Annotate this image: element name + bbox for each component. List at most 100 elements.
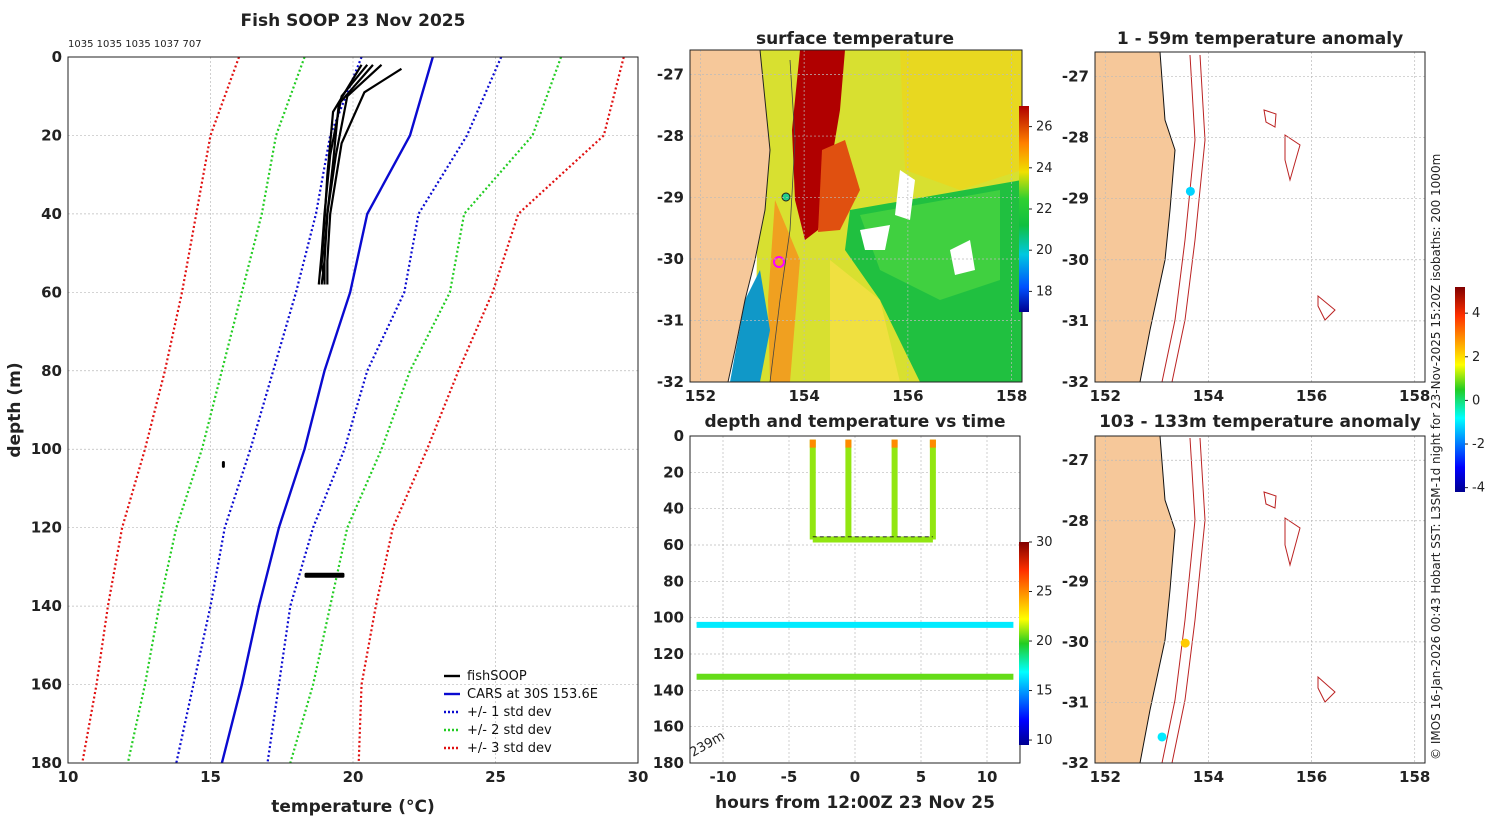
depth-time-title: depth and temperature vs time: [705, 412, 1006, 432]
profile-xtick-label: 10: [58, 768, 79, 786]
descent-top-marker: [891, 439, 898, 448]
depth-time-ytick-label: 40: [663, 500, 684, 518]
sst-ytick-label: -31: [657, 312, 684, 330]
anomaly-shallow-ytick-label: -32: [1062, 373, 1089, 391]
anomaly-shallow-point: [1185, 186, 1195, 196]
anomaly-shallow-ytick-label: -30: [1062, 251, 1089, 269]
depth-time-ytick-label: 180: [653, 754, 684, 772]
anomaly-deep-ytick-label: -27: [1062, 451, 1089, 469]
anomaly-shallow-map: 1 - 59m temperature anomaly 152 154 156 158…: [1062, 29, 1430, 405]
anomaly-shallow-xtick-label: 158: [1399, 387, 1430, 405]
profile-title: Fish SOOP 23 Nov 2025: [241, 11, 466, 31]
profile-ytick-label: 140: [31, 597, 62, 615]
anomaly-deep-ytick-label: -29: [1062, 572, 1089, 590]
depth-time-ytick-label: 0: [674, 427, 684, 445]
fishsoop-cast-line: [326, 67, 403, 285]
legend-entry-label: +/- 1 std dev: [467, 705, 552, 720]
profile-ytick-label: 20: [41, 126, 62, 144]
anomaly-deep-xtick-label: 152: [1090, 768, 1121, 786]
anomaly-colorbar: [1455, 287, 1465, 492]
fishsoop-cluster: [304, 572, 345, 578]
anomaly-deep-ytick-label: -32: [1062, 754, 1089, 772]
sst-image: [690, 50, 1022, 382]
profile-ytick-label: 40: [41, 205, 62, 223]
anomaly-shallow-xtick-label: 154: [1193, 387, 1224, 405]
depth-time-ytick-label: 140: [653, 681, 684, 699]
fishsoop-cluster: [221, 460, 225, 468]
profile-series-line: [289, 57, 563, 763]
depth-time-ytick-label: 80: [663, 572, 684, 590]
anomaly-colorbar-label: -4: [1472, 481, 1485, 496]
anomaly-colorbar-label: -2: [1472, 437, 1485, 452]
profile-series-line: [357, 57, 625, 763]
anomaly-deep-title: 103 - 133m temperature anomaly: [1099, 412, 1421, 432]
profile-ytick-label: 0: [52, 48, 62, 66]
sst-map: surface temperature 152 154 156 158 -27 -28 -2…: [657, 29, 1053, 405]
depth-time-xtick-label: -10: [709, 768, 736, 786]
anomaly-shallow-ytick-label: -27: [1062, 67, 1089, 85]
profile-xlabel: temperature (°C): [271, 797, 435, 817]
anomaly-deep-xtick-label: 158: [1399, 768, 1430, 786]
anomaly-shallow-xtick-label: 152: [1090, 387, 1121, 405]
depth-time-xtick-label: 10: [977, 768, 998, 786]
fishsoop-cast-line: [320, 64, 374, 285]
depth-time-ytick-label: 100: [653, 609, 684, 627]
anomaly-shallow-ytick-label: -29: [1062, 190, 1089, 208]
descent-top-marker: [809, 439, 816, 448]
anomaly-deep-xtick-label: 154: [1193, 768, 1224, 786]
anomaly-shallow-axes-box: [1094, 51, 1426, 383]
sst-xtick-label: 156: [892, 387, 923, 405]
profile-ytick-label: 160: [31, 676, 62, 694]
sst-ytick-label: -29: [657, 189, 684, 207]
profile-series-line: [266, 57, 503, 763]
profile-xtick-label: 20: [343, 768, 364, 786]
descent-top-marker: [845, 439, 852, 448]
anomaly-deep-point: [1180, 638, 1190, 648]
depth-time-colorbar-label: 10: [1036, 733, 1053, 748]
anomaly-deep-axes-box: [1094, 435, 1426, 764]
profile-chart: Fish SOOP 23 Nov 2025 1035 1035 1035 103…: [5, 11, 648, 817]
depth-time-colorbar: [1019, 542, 1029, 745]
profile-xtick-label: 30: [628, 768, 649, 786]
anomaly-deep-xtick-label: 156: [1296, 768, 1327, 786]
sst-xtick-label: 154: [788, 387, 819, 405]
profile-series-line: [220, 57, 434, 763]
sst-colorbar-label: 26: [1036, 120, 1053, 135]
legend-entry-label: +/- 2 std dev: [467, 723, 552, 738]
profile-ytick-label: 60: [41, 283, 62, 301]
sst-title: surface temperature: [756, 29, 954, 49]
profile-legend: fishSOOP CARS at 30S 153.6E +/- 1 std dev +…: [444, 669, 598, 756]
depth-time-colorbar-label: 25: [1036, 585, 1053, 600]
sst-colorbar: [1019, 106, 1029, 312]
sst-ytick-label: -32: [657, 373, 684, 391]
fishsoop-cast-line: [320, 64, 363, 281]
depth-time-ytick-label: 20: [663, 463, 684, 481]
profile-xtick-label: 15: [200, 768, 221, 786]
anomaly-deep-point: [1157, 732, 1167, 742]
profile-series-line: [126, 57, 306, 763]
anomaly-deep-map: 103 - 133m temperature anomaly 152 154 156…: [1062, 412, 1430, 786]
profile-subtitle: 1035 1035 1035 1037 707: [68, 39, 202, 50]
sst-ytick-label: -30: [657, 250, 684, 268]
depth-time-colorbar-label: 20: [1036, 634, 1053, 649]
anomaly-colorbar-label: 4: [1472, 306, 1480, 321]
legend-entry-label: CARS at 30S 153.6E: [467, 687, 598, 702]
sst-colorbar-label: 22: [1036, 202, 1053, 217]
depth-time-colorbar-label: 30: [1036, 535, 1053, 550]
depth-time-xlabel: hours from 12:00Z 23 Nov 25: [715, 793, 995, 813]
anomaly-deep-ytick-label: -28: [1062, 512, 1089, 530]
sst-ytick-label: -28: [657, 127, 684, 145]
sst-colorbar-label: 24: [1036, 161, 1053, 176]
depth-time-ytick-label: 160: [653, 718, 684, 736]
sst-colorbar-label: 20: [1036, 243, 1053, 258]
anomaly-shallow-coast: [1095, 52, 1336, 382]
depth-time-xtick-label: 5: [916, 768, 926, 786]
anomaly-shallow-ytick-label: -28: [1062, 129, 1089, 147]
legend-entry-label: fishSOOP: [467, 669, 527, 684]
anomaly-shallow-title: 1 - 59m temperature anomaly: [1117, 29, 1403, 49]
profile-series-line: [81, 57, 241, 763]
depth-time-ytick-label: 120: [653, 645, 684, 663]
anomaly-deep-ytick-label: -30: [1062, 633, 1089, 651]
legend-entry-label: +/- 3 std dev: [467, 741, 552, 756]
